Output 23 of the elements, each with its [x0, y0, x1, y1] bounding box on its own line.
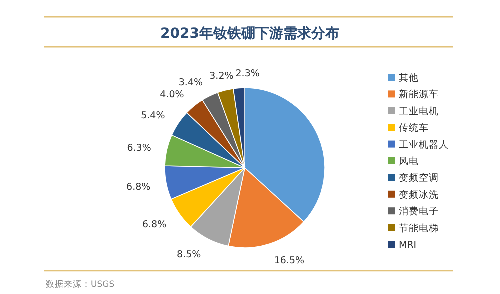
- data-label: 6.8%: [142, 219, 167, 230]
- legend-label: 其他: [399, 72, 419, 84]
- data-label: 5.4%: [141, 110, 166, 122]
- legend-label: 新能源车: [399, 88, 439, 101]
- data-label: 16.5%: [274, 255, 305, 266]
- legend-label: 变频冰洗: [399, 188, 439, 201]
- chart-title: 2023年钕铁硼下游需求分布: [160, 26, 340, 42]
- data-label: 3.2%: [210, 70, 234, 82]
- legend-label: 风电: [399, 156, 419, 168]
- data-label: 8.5%: [177, 249, 202, 260]
- legend-label: 节能电梯: [399, 222, 439, 234]
- legend-label: 消费电子: [399, 206, 439, 218]
- legend-label: 变频空调: [399, 172, 439, 184]
- legend-label: MRI: [399, 240, 417, 251]
- source-note: 数据来源：USGS: [46, 279, 115, 290]
- data-label: 4.0%: [160, 90, 184, 101]
- data-label: 6.3%: [127, 142, 152, 154]
- data-label: 6.8%: [126, 182, 151, 193]
- legend-label: 工业电机: [399, 105, 439, 118]
- data-label: 2.3%: [236, 68, 260, 80]
- legend-label: 传统车: [399, 122, 429, 134]
- data-label: 3.4%: [178, 78, 204, 89]
- legend-label: 工业机器人: [399, 138, 449, 151]
